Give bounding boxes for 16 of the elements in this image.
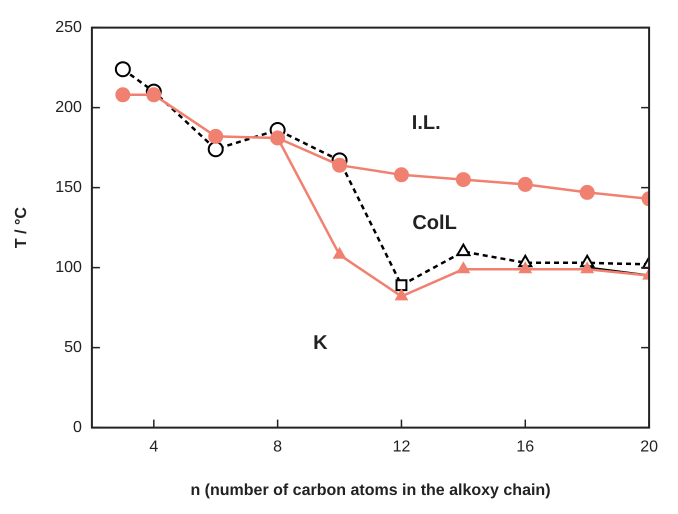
y-axis-title: T / °C: [13, 206, 30, 248]
x-tick-label: 16: [516, 438, 534, 456]
x-tick-label: 20: [640, 438, 658, 456]
x-axis-title: n (number of carbon atoms in the alkoxy chain): [190, 482, 551, 499]
y-tick-label: 150: [55, 179, 82, 196]
y-tick-label: 200: [55, 99, 82, 116]
y-tick-label: 100: [55, 259, 82, 276]
annotation: K: [313, 332, 328, 354]
x-tick-label: 12: [392, 438, 410, 456]
annotation: I.L.: [412, 112, 441, 134]
y-tick-label: 0: [72, 419, 82, 436]
x-tick-label: 8: [273, 438, 282, 456]
x-tick-label: 4: [149, 438, 158, 456]
y-tick-label: 250: [55, 19, 82, 36]
annotation: ColL: [412, 212, 457, 234]
y-tick-label: 50: [64, 339, 82, 356]
